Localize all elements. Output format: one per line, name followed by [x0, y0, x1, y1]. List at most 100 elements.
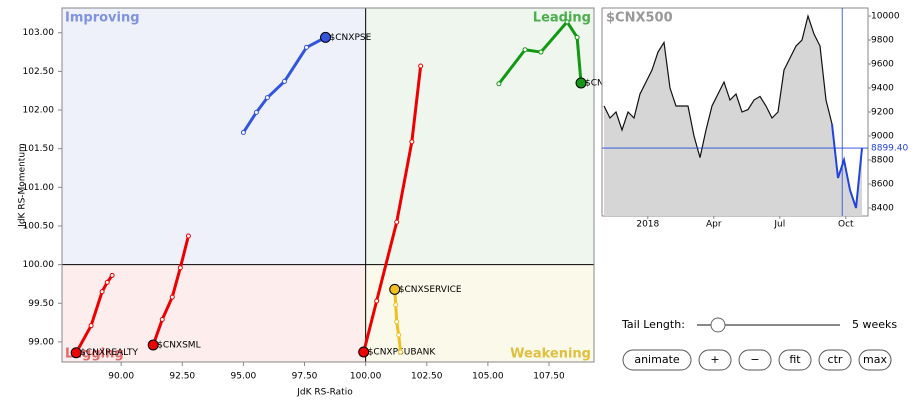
control-button[interactable]: [778, 349, 812, 371]
x-tick-label: 100.00: [350, 372, 382, 382]
tail-line: [497, 20, 583, 85]
control-button[interactable]: [698, 349, 732, 371]
tail-point: [109, 272, 115, 278]
y-tick-label: 9000: [871, 131, 894, 141]
x-tick-label: 90.00: [108, 372, 134, 382]
control-button[interactable]: [622, 349, 692, 371]
price-line: [603, 13, 833, 158]
tail-point: [159, 316, 165, 322]
tail-point: [374, 298, 380, 304]
tail-length-label: Tail Length:: [621, 318, 685, 331]
quadrant: [365, 264, 594, 362]
price-area: [832, 123, 862, 216]
series-label: $CNXSERVICE: [399, 285, 462, 295]
tail-point: [99, 289, 105, 295]
tail-length-value: 5 weeks: [852, 318, 897, 331]
head-point: [70, 347, 82, 359]
series-label: $CNXPSE: [330, 33, 372, 43]
head-point: [358, 346, 370, 358]
tail-line: [242, 36, 327, 134]
tail-point: [169, 294, 175, 300]
y-tick-label: 8800: [871, 155, 894, 165]
tail-point: [396, 332, 402, 338]
control-button-label: fit: [789, 353, 801, 366]
x-axis-label: JdK RS-Ratio: [296, 388, 353, 398]
tail-point: [253, 109, 259, 115]
tail-point: [394, 319, 400, 325]
quadrant: [62, 8, 366, 265]
x-tick-label: 107.50: [533, 372, 565, 382]
x-tick-label: 102.50: [411, 372, 443, 382]
plot-frame: [61, 7, 595, 363]
quadrant: [365, 8, 594, 265]
tail-point: [564, 19, 570, 25]
last-price-label: 8899.40: [871, 144, 908, 154]
head-point: [389, 283, 401, 295]
head-point: [147, 339, 159, 351]
y-axis-label: JdK RS-Momentum: [18, 143, 28, 228]
tail-point: [88, 323, 94, 329]
y-tick-label: 102.50: [23, 67, 55, 77]
x-tick-label: 95.00: [231, 372, 257, 382]
tail-point: [409, 139, 415, 145]
series-label: $CNXREALTY: [80, 348, 138, 358]
y-tick-label: 10000: [871, 12, 900, 22]
y-tick-label: 100.00: [23, 260, 55, 270]
tail-point: [522, 47, 528, 53]
y-tick-label: 99.50: [28, 299, 54, 309]
tail-point: [398, 349, 404, 355]
control-button[interactable]: [858, 349, 892, 371]
head-point: [320, 31, 332, 43]
x-tick-label: Apr: [706, 220, 722, 230]
y-tick-label: 101.00: [23, 183, 55, 193]
slider-thumb[interactable]: [710, 317, 726, 333]
quadrant-label: Weakening: [510, 347, 591, 362]
x-tick-label: 2018: [636, 220, 659, 230]
control-button-label: +: [710, 353, 719, 366]
price-title: $CNX500: [606, 11, 673, 26]
y-tick-label: 101.50: [23, 144, 55, 154]
x-tick-label: Oct: [838, 220, 854, 230]
x-tick-label: 97.50: [292, 372, 318, 382]
x-tick-label: 92.50: [169, 372, 195, 382]
y-tick-label: 8600: [871, 179, 894, 189]
control-button[interactable]: [818, 349, 852, 371]
tail-point: [538, 49, 544, 55]
price-area: [604, 16, 832, 216]
y-tick-label: 9400: [871, 84, 894, 94]
y-tick-label: 9800: [871, 36, 894, 46]
control-button-label: max: [863, 353, 887, 366]
y-tick-label: 103.00: [23, 28, 55, 38]
y-tick-label: 100.50: [23, 221, 55, 231]
tail-point: [104, 279, 110, 285]
y-tick-label: 9600: [871, 60, 894, 70]
y-tick-label: 99.00: [28, 337, 54, 347]
x-tick-label: 105.00: [472, 372, 504, 382]
control-button[interactable]: [738, 349, 772, 371]
control-button-label: −: [750, 353, 759, 366]
tail-point: [177, 265, 183, 271]
tail-point: [281, 78, 287, 84]
tail-point: [394, 219, 400, 225]
quadrant-label: Improving: [65, 11, 140, 26]
control-button-label: animate: [634, 353, 680, 366]
tail-point: [240, 129, 246, 135]
control-button-label: ctr: [828, 353, 843, 366]
quadrant-label: Leading: [533, 11, 591, 26]
tail-point: [496, 81, 502, 87]
tail-point: [574, 34, 580, 40]
tail-point: [418, 63, 424, 69]
tail-point: [264, 95, 270, 101]
quadrant: [62, 264, 366, 362]
tail-point: [185, 233, 191, 239]
tail-point: [303, 44, 309, 50]
x-tick-label: Jul: [773, 220, 785, 230]
series-label: $CNXSML: [157, 340, 200, 350]
y-tick-label: 9200: [871, 108, 894, 118]
y-tick-label: 8400: [871, 203, 894, 213]
y-tick-label: 102.00: [23, 106, 55, 116]
tail-point: [393, 302, 399, 308]
head-point: [575, 77, 587, 89]
price-line: [831, 123, 863, 209]
